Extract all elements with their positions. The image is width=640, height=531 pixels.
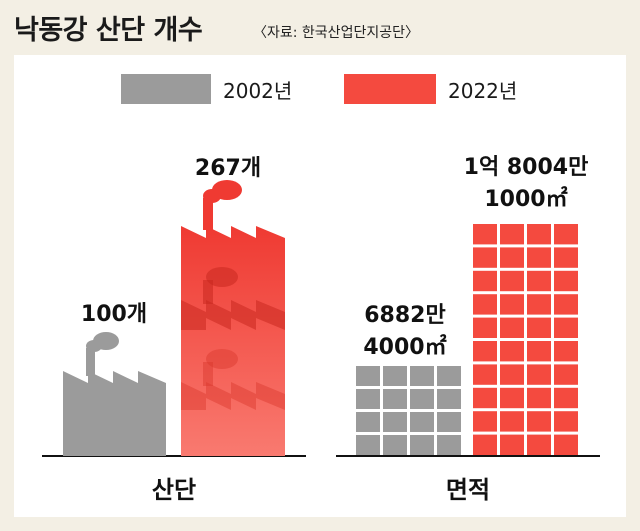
area-cell <box>500 317 524 338</box>
area-cell <box>356 389 380 409</box>
bar-myeonjeok-2022 <box>473 224 578 455</box>
area-cell <box>473 247 497 268</box>
area-cell <box>473 387 497 409</box>
legend-label-2002: 2002년 <box>223 79 293 103</box>
area-cell <box>500 364 524 385</box>
label-myeonjeok-2022: 1억 8004만 1000㎡ <box>446 152 606 216</box>
area-cell <box>554 294 578 315</box>
area-cell <box>473 224 497 245</box>
area-cell <box>410 389 434 409</box>
area-cell <box>527 387 551 409</box>
area-cell <box>554 364 578 385</box>
legend-swatch-2022 <box>344 74 436 104</box>
bar-sandan-2002 <box>63 332 166 456</box>
label-myeonjeok-2002-text: 6882만 4000㎡ <box>363 303 447 360</box>
area-cell <box>437 435 461 455</box>
area-cell <box>356 435 380 455</box>
area-cell <box>356 366 380 386</box>
category-label-sandan: 산단 <box>151 476 197 504</box>
area-cell <box>554 411 578 432</box>
area-cell <box>500 294 524 315</box>
area-cell <box>383 435 407 455</box>
area-cell <box>527 294 551 315</box>
legend-swatch-2002 <box>121 74 211 104</box>
area-cell <box>527 247 551 268</box>
category-label-myeonjeok: 면적 <box>445 476 491 504</box>
area-cell <box>500 247 524 268</box>
area-cell <box>473 341 497 362</box>
bar-myeonjeok-2002 <box>356 366 461 455</box>
area-cell <box>527 317 551 338</box>
area-cell <box>500 387 524 409</box>
area-cell <box>554 317 578 338</box>
area-cell <box>473 294 497 315</box>
area-cell <box>410 412 434 432</box>
area-cell <box>383 412 407 432</box>
area-cell <box>500 411 524 432</box>
area-cell <box>473 364 497 385</box>
area-cell <box>473 434 497 455</box>
area-cell <box>554 341 578 362</box>
area-cell <box>527 434 551 455</box>
label-sandan-2002: 100개 <box>80 302 148 327</box>
area-cell <box>473 411 497 432</box>
area-cell <box>410 366 434 386</box>
area-cell <box>554 434 578 455</box>
area-cell <box>473 317 497 338</box>
area-cell <box>500 224 524 245</box>
area-cell <box>500 270 524 292</box>
area-cell <box>437 412 461 432</box>
area-cell <box>554 270 578 292</box>
area-cell <box>527 224 551 245</box>
area-cell <box>527 341 551 362</box>
label-sandan-2022: 267개 <box>194 156 262 181</box>
area-cell <box>500 434 524 455</box>
area-cell <box>410 435 434 455</box>
area-cell <box>554 224 578 245</box>
area-cell <box>356 412 380 432</box>
area-cell <box>383 366 407 386</box>
area-cell <box>473 270 497 292</box>
area-cell <box>437 366 461 386</box>
bar-sandan-2022 <box>181 180 285 456</box>
area-cell <box>527 411 551 432</box>
area-cell <box>437 389 461 409</box>
legend-label-2022: 2022년 <box>448 79 518 103</box>
label-myeonjeok-2002: 6882만 4000㎡ <box>340 300 470 364</box>
area-cell <box>383 389 407 409</box>
area-cell <box>554 247 578 268</box>
area-cell <box>554 387 578 409</box>
area-cell <box>527 270 551 292</box>
source-note: 〈자료: 한국산업단지공단〉 <box>253 25 419 41</box>
label-myeonjeok-2022-text: 1억 8004만 1000㎡ <box>463 155 589 212</box>
area-cell <box>500 341 524 362</box>
page-title: 낙동강 산단 개수 <box>14 15 203 46</box>
area-cell <box>527 364 551 385</box>
